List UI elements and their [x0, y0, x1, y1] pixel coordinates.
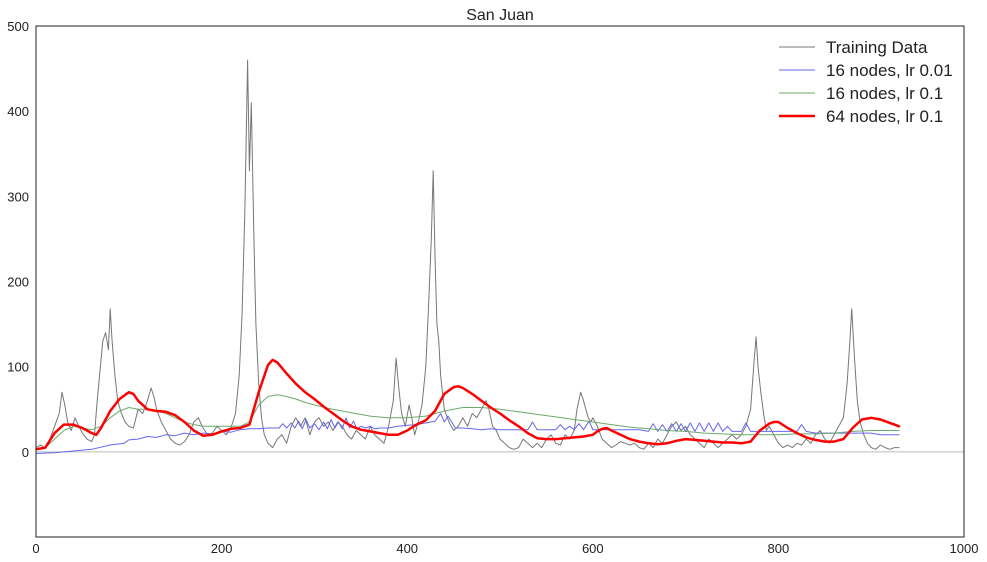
- legend-label: 16 nodes, lr 0.01: [826, 61, 953, 80]
- plot-frame: [35, 25, 965, 538]
- y-axis: 0 100 200 300 400 500: [7, 19, 29, 460]
- x-tick-label: 600: [582, 541, 604, 556]
- x-tick-label: 0: [32, 541, 39, 556]
- y-tick-label: 500: [7, 19, 29, 34]
- x-axis: 0 200 400 600 800 1000: [32, 541, 978, 556]
- y-tick-label: 100: [7, 360, 29, 375]
- y-tick-label: 400: [7, 104, 29, 119]
- x-tick-label: 400: [396, 541, 418, 556]
- x-tick-label: 200: [211, 541, 233, 556]
- series-line-3: [36, 394, 900, 450]
- legend-label: 16 nodes, lr 0.1: [826, 84, 943, 103]
- y-tick-label: 200: [7, 275, 29, 290]
- y-tick-label: 0: [22, 445, 29, 460]
- legend-label: Training Data: [826, 38, 928, 57]
- legend-label: 64 nodes, lr 0.1: [826, 107, 943, 126]
- x-tick-label: 1000: [950, 541, 979, 556]
- chart-title: San Juan: [466, 7, 534, 24]
- series-layer: [36, 59, 901, 454]
- x-tick-label: 800: [768, 541, 790, 556]
- series-line-4: [36, 358, 901, 451]
- series-line-1: [36, 59, 900, 450]
- y-tick-label: 300: [7, 189, 29, 204]
- series-line-2: [36, 413, 900, 454]
- legend: Training Data 16 nodes, lr 0.01 16 nodes, …: [779, 38, 953, 126]
